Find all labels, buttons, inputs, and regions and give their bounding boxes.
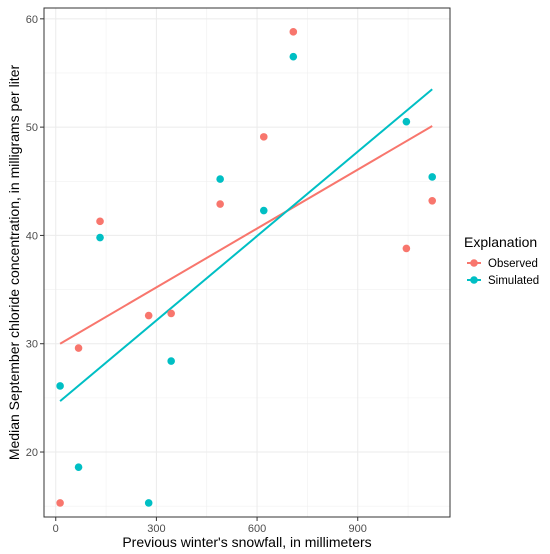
point-observed bbox=[74, 344, 83, 352]
y-tick-label: 40 bbox=[26, 230, 38, 242]
y-tick-label: 20 bbox=[26, 447, 38, 459]
trend-lines bbox=[59, 88, 433, 402]
legend-key-point bbox=[470, 276, 478, 284]
y-axis-ticks: 20 30 40 50 60 bbox=[26, 14, 44, 459]
point-observed bbox=[402, 244, 411, 253]
point-observed bbox=[144, 311, 153, 320]
point-simulated bbox=[74, 463, 83, 471]
point-observed bbox=[289, 28, 298, 36]
legend: Explanation Observed Simulated bbox=[464, 234, 539, 287]
grid-lines bbox=[44, 8, 450, 517]
point-observed bbox=[216, 200, 224, 208]
plot-panel-border bbox=[43, 7, 451, 518]
point-observed bbox=[96, 217, 104, 226]
x-tick-label: 900 bbox=[349, 523, 367, 535]
point-simulated bbox=[96, 233, 104, 242]
point-simulated bbox=[289, 52, 298, 61]
point-simulated bbox=[259, 206, 268, 215]
x-axis-ticks: 0 300 600 900 bbox=[53, 517, 367, 535]
point-simulated bbox=[167, 357, 175, 365]
legend-title: Explanation bbox=[464, 234, 537, 250]
point-simulated bbox=[402, 117, 411, 126]
point-simulated bbox=[428, 173, 437, 181]
trend-line-observed bbox=[59, 125, 433, 345]
y-axis-title: Median September chloride concentration,… bbox=[6, 65, 22, 461]
x-tick-label: 600 bbox=[248, 523, 266, 535]
point-simulated bbox=[144, 499, 153, 507]
data-points bbox=[56, 28, 437, 507]
trend-line-simulated bbox=[59, 88, 433, 402]
legend-label: Simulated bbox=[488, 275, 539, 287]
point-observed bbox=[428, 196, 437, 205]
x-axis-title: Previous winter's snowfall, in millimete… bbox=[122, 534, 371, 550]
legend-label: Observed bbox=[488, 258, 538, 270]
y-tick-label: 50 bbox=[26, 122, 38, 134]
x-tick-label: 300 bbox=[147, 523, 165, 535]
point-observed bbox=[167, 309, 175, 318]
y-tick-label: 30 bbox=[26, 339, 38, 351]
x-tick-label: 0 bbox=[53, 523, 59, 535]
point-observed bbox=[56, 499, 64, 507]
point-simulated bbox=[56, 382, 64, 390]
point-simulated bbox=[216, 175, 224, 183]
y-tick-label: 60 bbox=[26, 14, 38, 26]
point-observed bbox=[259, 133, 268, 141]
legend-key-point bbox=[470, 259, 478, 267]
